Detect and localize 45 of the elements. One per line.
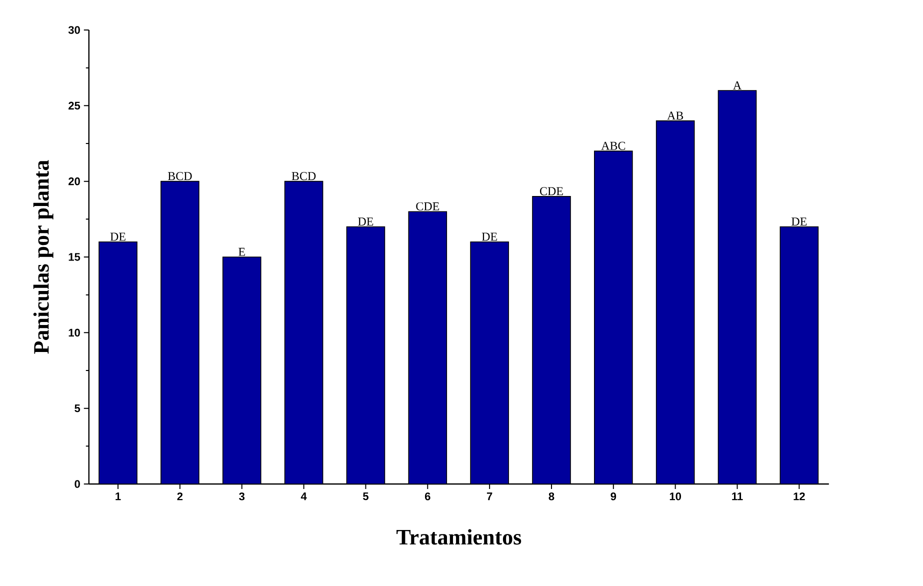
bar xyxy=(346,226,386,484)
x-tick-label: 1 xyxy=(116,492,121,500)
bar xyxy=(284,180,324,484)
annotation: DE xyxy=(358,218,374,226)
y-tick-label: 25 xyxy=(68,102,80,110)
bar xyxy=(470,241,509,484)
x-tick-label: 2 xyxy=(177,492,183,500)
x-tick-label: 11 xyxy=(732,492,743,500)
bar xyxy=(408,211,448,484)
bar xyxy=(718,90,757,484)
bar xyxy=(780,226,819,484)
bar xyxy=(160,180,200,484)
bar xyxy=(98,241,138,484)
y-tick-label: 0 xyxy=(74,480,80,488)
y-tick-label: 30 xyxy=(68,26,80,34)
annotation: DE xyxy=(792,218,807,226)
bar xyxy=(656,120,695,484)
y-tick-label: 5 xyxy=(74,404,80,412)
y-tick-label: 20 xyxy=(68,177,80,186)
x-tick-label: 7 xyxy=(486,492,492,500)
y-tick-label: 10 xyxy=(68,328,80,337)
annotation: DE xyxy=(482,232,497,241)
annotation: CDE xyxy=(540,187,563,196)
x-tick-label: 5 xyxy=(362,492,368,500)
bar xyxy=(222,256,262,484)
x-axis-title: Tratamientos xyxy=(396,529,522,545)
x-tick-label: 4 xyxy=(300,492,307,500)
annotation: A xyxy=(733,81,742,90)
annotation: BCD xyxy=(292,172,316,180)
bar xyxy=(532,196,571,484)
x-tick-label: 3 xyxy=(239,492,245,500)
annotation: ABC xyxy=(601,142,626,150)
x-tick-label: 10 xyxy=(670,492,682,500)
bar xyxy=(594,150,633,484)
x-tick-label: 6 xyxy=(424,492,430,500)
x-tick-label: 8 xyxy=(548,492,554,500)
annotation: AB xyxy=(667,112,684,120)
annotation: E xyxy=(238,248,245,256)
y-axis-title: Paniculas por planta xyxy=(33,160,54,354)
annotation: CDE xyxy=(416,202,440,210)
x-tick-label: 9 xyxy=(610,492,616,500)
annotation: BCD xyxy=(168,172,192,180)
annotation: DE xyxy=(110,232,126,241)
x-tick-label: 12 xyxy=(794,492,805,500)
y-tick-label: 15 xyxy=(68,253,80,261)
